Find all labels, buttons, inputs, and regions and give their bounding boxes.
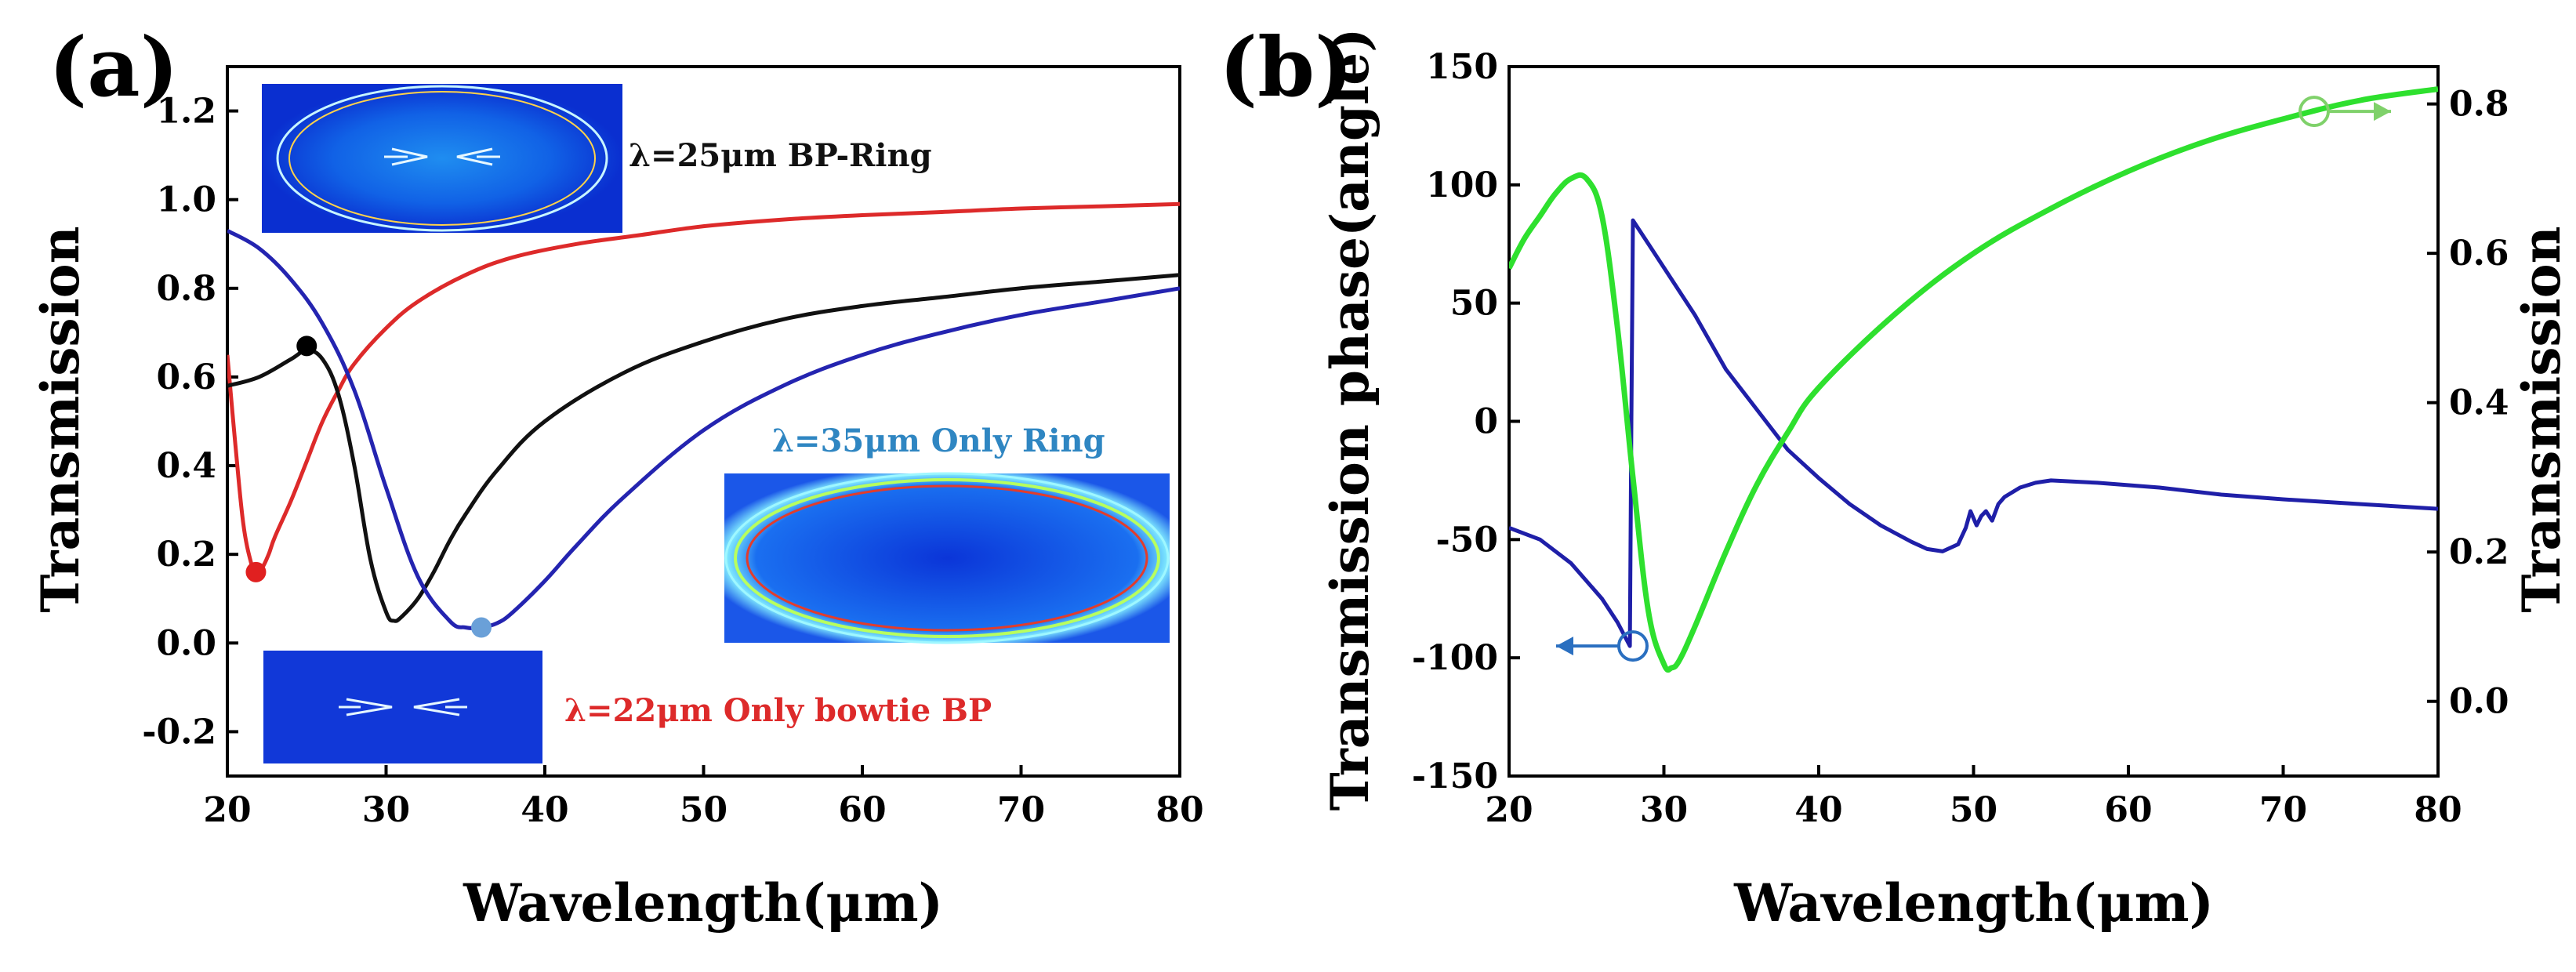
panel-a-x-tick-label: 80 bbox=[1156, 790, 1203, 830]
panel-b-label: (b) bbox=[1219, 19, 1353, 115]
annotation-only-bowtie: λ=22μm Only bowtie BP bbox=[564, 692, 992, 729]
panel-b-y-right-tick-label: 0.2 bbox=[2449, 532, 2509, 572]
field-map-only-ring-inset bbox=[724, 472, 1170, 644]
panel-b-y-left-tick-label: -100 bbox=[1412, 638, 1498, 678]
field-map-only-bowtie-inset bbox=[263, 651, 542, 763]
indicator-arrow-head bbox=[1556, 637, 1573, 656]
panel-b: (b) -150 -100 -50 0 50 100 150 0.0 0.2 0.4 0.6 0.8… bbox=[1219, 19, 2572, 934]
panel-b-y-left-axis-title: Transmission phase(angle) bbox=[1319, 28, 1381, 811]
panel-a-y-tick-label: -0.2 bbox=[142, 712, 216, 752]
panel-b-y-right-ticks: 0.0 0.2 0.4 0.6 0.8 bbox=[2427, 85, 2509, 722]
panel-a-y-tick-label: 0.0 bbox=[156, 623, 216, 663]
panel-b-y-left-tick-label: -50 bbox=[1436, 520, 1499, 560]
panel-b-y-right-tick-label: 0.4 bbox=[2449, 383, 2509, 423]
panel-a-label: (a) bbox=[49, 19, 179, 115]
panel-a-markers bbox=[245, 335, 492, 638]
transmission-axis-indicator bbox=[2298, 96, 2391, 128]
panel-a-y-tick-label: 0.2 bbox=[156, 535, 216, 575]
panel-a-x-tick-label: 40 bbox=[521, 790, 568, 830]
panel-b-x-tick-label: 30 bbox=[1640, 790, 1688, 830]
panel-a-x-tick-label: 60 bbox=[838, 790, 886, 830]
panel-b-y-left-tick-label: 0 bbox=[1474, 402, 1498, 442]
panel-b-x-axis-title: Wavelength(μm) bbox=[1733, 872, 2214, 934]
panel-b-y-right-tick-label: 0.8 bbox=[2449, 85, 2509, 125]
panel-a-y-tick-label: 0.4 bbox=[156, 446, 216, 486]
indicator-circle bbox=[1617, 630, 1649, 662]
phase-axis-indicator bbox=[1556, 630, 1649, 662]
panel-a-x-axis-title: Wavelength(μm) bbox=[463, 872, 943, 934]
panel-b-x-tick-label: 60 bbox=[2104, 790, 2152, 830]
field-map-bp-ring-inset bbox=[262, 84, 622, 233]
panel-b-y-left-tick-label: 100 bbox=[1426, 165, 1498, 205]
panel-b-y-right-tick-label: 0.0 bbox=[2449, 682, 2509, 722]
panel-b-axis-indicators bbox=[1556, 96, 2391, 662]
panel-a-y-tick-label: 1.2 bbox=[156, 92, 216, 132]
annotation-only-ring: λ=35μm Only Ring bbox=[772, 423, 1105, 459]
panel-b-y-left-tick-label: 50 bbox=[1450, 284, 1498, 324]
panel-a-x-ticks: 20 30 40 50 60 70 80 bbox=[203, 765, 1204, 830]
marker-bp-ring bbox=[296, 335, 317, 357]
panel-b-x-tick-label: 20 bbox=[1485, 790, 1533, 830]
panel-b-x-tick-label: 50 bbox=[1950, 790, 1997, 830]
panel-a-y-axis-title: Transmission bbox=[30, 226, 91, 612]
panel-a-x-tick-label: 20 bbox=[203, 790, 251, 830]
panel-a-y-ticks: -0.2 0.0 0.2 0.4 0.6 0.8 1.0 1.2 bbox=[142, 92, 238, 752]
series-line-transmission bbox=[1509, 86, 2438, 673]
panel-b-y-left-ticks: -150 -100 -50 0 50 100 150 bbox=[1412, 47, 1520, 796]
annotation-bp-ring: λ=25μm BP-Ring bbox=[629, 137, 932, 174]
panel-b-x-tick-label: 80 bbox=[2414, 790, 2462, 830]
indicator-arrow-head bbox=[2374, 102, 2391, 121]
panel-b-y-left-tick-label: 150 bbox=[1426, 47, 1498, 87]
panel-b-y-right-axis-title: Transmission bbox=[2511, 226, 2572, 612]
panel-b-x-tick-label: 70 bbox=[2259, 790, 2307, 830]
panel-b-x-tick-label: 40 bbox=[1794, 790, 1842, 830]
panel-b-y-right-tick-label: 0.6 bbox=[2449, 234, 2509, 274]
panel-b-x-ticks: 20 30 40 50 60 70 80 bbox=[1485, 765, 2462, 830]
panel-a-y-tick-label: 0.8 bbox=[156, 269, 216, 309]
panel-a-x-tick-label: 70 bbox=[997, 790, 1045, 830]
panel-b-y-left-tick-label: -150 bbox=[1412, 756, 1498, 796]
series-line-bp-ring bbox=[227, 273, 1180, 623]
marker-only-ring bbox=[471, 617, 492, 638]
panel-a-y-tick-label: 1.0 bbox=[156, 180, 216, 220]
marker-only-bowtie-bp bbox=[245, 561, 267, 582]
panel-a: (a) -0.2 0.0 0.2 0.4 0.6 0.8 1.0 1.2 20 30 40 50 60… bbox=[30, 19, 1204, 934]
series-line-only-ring bbox=[227, 229, 1180, 630]
series-line-transmission-phase bbox=[1509, 218, 2438, 648]
panel-a-x-tick-label: 30 bbox=[362, 790, 410, 830]
panel-b-series bbox=[1509, 86, 2438, 673]
panel-b-plot-frame bbox=[1508, 65, 2440, 778]
panel-a-y-tick-label: 0.6 bbox=[156, 357, 216, 397]
panel-a-x-tick-label: 50 bbox=[680, 790, 727, 830]
